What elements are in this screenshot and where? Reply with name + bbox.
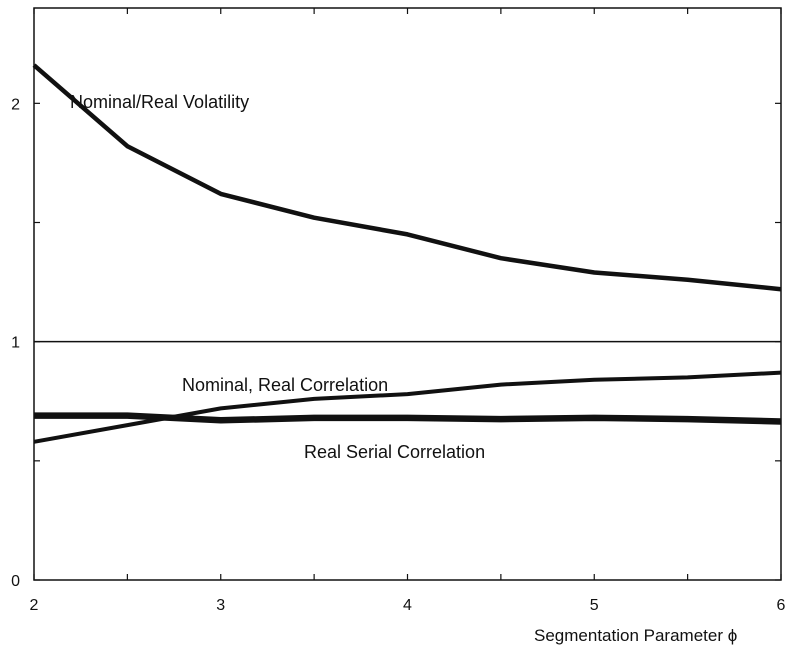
labels: Nominal/Real Volatility Nominal, Real Co… <box>70 92 737 645</box>
series-line-1 <box>33 370 782 444</box>
y-tick-label-0: 0 <box>11 573 20 590</box>
series-line-0 <box>32 63 782 292</box>
series-line-2 <box>34 412 782 425</box>
x-tick-label-8: 6 <box>777 597 785 614</box>
series-label-serial-correlation: Real Serial Correlation <box>304 442 485 462</box>
series-label-correlation: Nominal, Real Correlation <box>182 375 388 395</box>
x-tick-label-0: 2 <box>30 597 39 614</box>
y-tick-label-2: 1 <box>11 335 20 352</box>
series-label-volatility: Nominal/Real Volatility <box>70 92 249 112</box>
x-axis-title: Segmentation Parameter ϕ <box>534 626 737 645</box>
y-tick-label-4: 2 <box>11 96 20 113</box>
ticks: 2 3 4 5 6 0 1 2 <box>11 8 785 614</box>
x-tick-label-2: 3 <box>216 597 225 614</box>
x-tick-label-4: 4 <box>403 597 412 614</box>
x-tick-label-6: 5 <box>590 597 599 614</box>
series-lines <box>32 63 782 444</box>
